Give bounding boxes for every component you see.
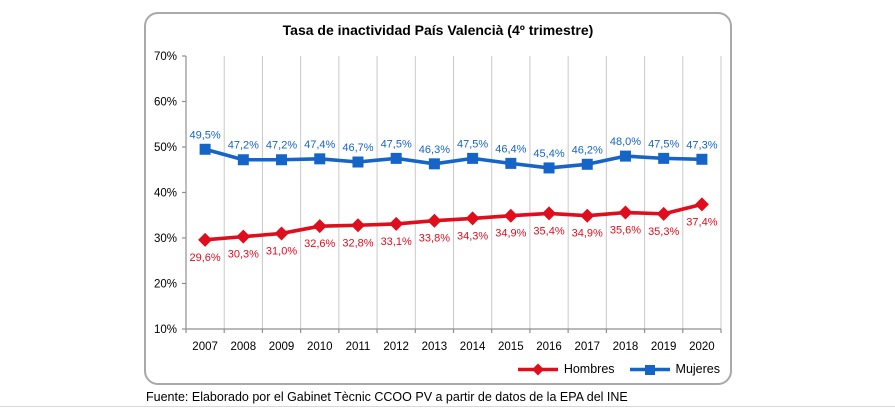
data-point-marker (274, 226, 289, 241)
data-label: 47,5% (457, 138, 488, 150)
data-label: 47,3% (686, 139, 717, 151)
data-point-marker (542, 206, 557, 221)
data-point-marker (312, 219, 327, 234)
data-point-marker (237, 154, 249, 166)
data-label: 29,6% (190, 252, 221, 264)
data-point-marker (696, 153, 708, 165)
svg-text:2020: 2020 (689, 341, 715, 353)
svg-text:2015: 2015 (498, 341, 524, 353)
svg-text:2007: 2007 (192, 341, 218, 353)
data-label: 33,8% (419, 233, 450, 245)
data-label: 47,2% (266, 140, 297, 152)
divider (0, 406, 895, 407)
svg-text:2011: 2011 (346, 341, 371, 353)
svg-text:2009: 2009 (269, 341, 295, 353)
data-label: 46,3% (419, 144, 450, 156)
svg-text:2008: 2008 (231, 341, 257, 353)
hombres-diamond-marker-icon (517, 363, 558, 375)
data-label: 35,6% (610, 225, 641, 237)
legend-item-mujeres: Mujeres (629, 362, 720, 376)
data-label: 47,5% (648, 138, 679, 150)
data-point-marker (389, 216, 404, 231)
data-point-marker (428, 158, 440, 170)
svg-text:2010: 2010 (307, 341, 333, 353)
data-point-marker (236, 229, 251, 244)
y-axis-labels: 10% 20% 30% 40% 50% 60% 70% (154, 51, 177, 336)
data-point-marker (581, 158, 593, 170)
gridlines (223, 56, 722, 329)
data-point-marker (314, 153, 326, 165)
svg-text:20%: 20% (154, 279, 177, 291)
data-point-marker (427, 213, 442, 228)
svg-text:50%: 50% (154, 142, 177, 154)
line-chart: 10% 20% 30% 40% 50% 60% 70% 2007 2008 2009 2010 201… (154, 51, 722, 353)
svg-text:2018: 2018 (613, 341, 639, 353)
x-axis-labels: 2007 2008 2009 2010 2011 2012 2013 2014 2015 2016… (192, 341, 714, 353)
data-point-marker (619, 150, 631, 162)
svg-text:2012: 2012 (383, 341, 409, 353)
data-point-marker (618, 205, 633, 220)
data-point-marker (656, 206, 671, 221)
svg-text:2019: 2019 (651, 341, 677, 353)
svg-text:60%: 60% (154, 97, 177, 109)
data-label: 37,4% (686, 216, 717, 228)
data-label: 31,0% (266, 245, 297, 257)
data-point-marker (505, 157, 517, 169)
svg-text:70%: 70% (154, 51, 177, 63)
data-label: 47,4% (304, 139, 335, 151)
data-label: 35,4% (533, 225, 564, 237)
data-label: 46,2% (572, 144, 603, 156)
legend-label-mujeres: Mujeres (675, 362, 720, 376)
axes (182, 55, 722, 333)
svg-text:40%: 40% (154, 188, 177, 200)
chart-legend: Hombres Mujeres (517, 362, 720, 376)
data-label: 32,6% (304, 238, 335, 250)
data-label: 34,9% (495, 228, 526, 240)
series-hombres: 29,6% 30,3% 31,0% 32,6% 32,8% 33,1% 33,8% 34,3%… (190, 197, 718, 264)
data-label: 32,8% (342, 237, 373, 249)
svg-text:2017: 2017 (574, 341, 600, 353)
data-point-marker (465, 211, 480, 226)
data-label: 49,5% (190, 129, 221, 141)
data-label: 35,3% (648, 226, 679, 238)
source-note: Fuente: Elaborado por el Gabinet Tècnic … (146, 390, 628, 404)
data-point-marker (350, 218, 365, 233)
data-label: 46,7% (342, 142, 373, 154)
data-point-marker (390, 152, 402, 164)
data-label: 48,0% (610, 136, 641, 148)
data-label: 46,4% (495, 143, 526, 155)
legend-label-hombres: Hombres (563, 362, 615, 376)
data-label: 45,4% (533, 148, 564, 160)
svg-text:2016: 2016 (536, 341, 562, 353)
data-label: 30,3% (228, 249, 259, 261)
data-point-marker (467, 152, 479, 164)
data-label: 33,1% (381, 236, 412, 248)
svg-text:30%: 30% (154, 233, 177, 245)
data-point-marker (543, 162, 555, 174)
data-label: 34,9% (572, 228, 603, 240)
data-point-marker (352, 156, 364, 168)
data-point-marker (503, 208, 518, 223)
data-label: 47,2% (228, 140, 259, 152)
chart-title: Tasa de inactividad País Valencià (4º tr… (282, 22, 594, 38)
data-label: 47,5% (381, 138, 412, 150)
data-point-marker (694, 197, 709, 212)
legend-item-hombres: Hombres (517, 362, 615, 376)
data-point-marker (580, 208, 595, 223)
series-mujeres: 49,5% 47,2% 47,2% 47,4% 46,7% 47,5% 46,3% 47,5%… (190, 129, 718, 174)
mujeres-square-marker-icon (629, 364, 670, 375)
data-point-marker (658, 152, 670, 164)
data-point-marker (276, 154, 288, 166)
chart-container: Tasa de inactividad País Valencià (4º tr… (144, 12, 732, 385)
svg-text:2013: 2013 (422, 341, 448, 353)
data-label: 34,3% (457, 230, 488, 242)
svg-text:10%: 10% (154, 324, 177, 336)
data-point-marker (198, 232, 213, 247)
data-point-marker (199, 143, 211, 155)
svg-text:2014: 2014 (460, 341, 486, 353)
